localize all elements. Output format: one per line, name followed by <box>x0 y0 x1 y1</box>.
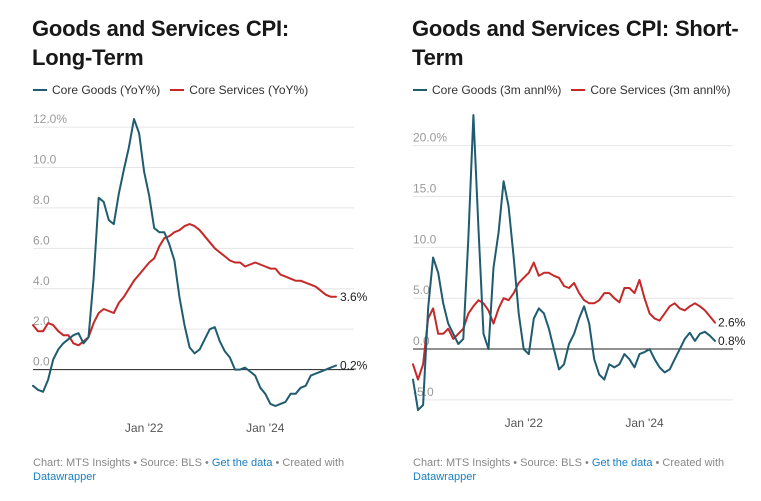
legend: Core Goods (3m annl%) Core Services (3m … <box>413 83 740 97</box>
chart-panel-long-term: Goods and Services CPI: Long-Term Core G… <box>0 0 368 501</box>
x-tick-label: Jan '24 <box>246 421 285 435</box>
y-tick-label: 10.0 <box>413 232 437 246</box>
legend-swatch-services <box>170 89 185 91</box>
y-tick-label: 6.0 <box>33 233 50 247</box>
legend-label: Core Goods (3m annl%) <box>432 83 562 97</box>
y-tick-label: 2.0 <box>33 314 50 328</box>
footer-credit: Chart: MTS Insights • Source: BLS • <box>33 457 212 469</box>
end-label-core-goods: 0.8% <box>718 334 746 348</box>
get-data-link[interactable]: Get the data <box>211 457 273 469</box>
legend-label: Core Services (YoY%) <box>189 83 309 97</box>
legend-item-goods: Core Goods (YoY%) <box>33 83 160 97</box>
chart-footer: Chart: MTS Insights • Source: BLS • Get … <box>413 456 733 484</box>
y-tick-label: 4.0 <box>33 274 50 288</box>
series-line-core-goods <box>412 114 716 412</box>
end-label-core-services: 2.6% <box>718 316 746 330</box>
chart-plot-short-term: -5.00.05.010.015.020.0%Jan '22 Jan '240.8… <box>412 114 746 430</box>
y-tick-label: 0.0 <box>33 355 50 369</box>
series-line-core-goods <box>32 118 337 407</box>
chart-title: Goods and Services CPI: Short-Term <box>412 16 739 70</box>
footer-credit: Chart: MTS Insights • Source: BLS • <box>413 457 592 469</box>
footer-created-with: • Created with <box>272 457 345 469</box>
datawrapper-link[interactable]: Datawrapper <box>33 471 96 483</box>
legend-item-services: Core Services (3m annl%) <box>571 83 730 97</box>
legend-swatch-goods <box>33 89 47 91</box>
legend-item-goods: Core Goods (3m annl%) <box>413 83 561 97</box>
y-tick-label: 20.0% <box>413 131 447 145</box>
legend: Core Goods (YoY%) Core Services (YoY%) <box>33 83 318 97</box>
x-tick-label: Jan '24 <box>625 416 664 430</box>
datawrapper-link[interactable]: Datawrapper <box>413 471 476 483</box>
get-data-link[interactable]: Get the data <box>591 457 653 469</box>
chart-title: Goods and Services CPI: Long-Term <box>32 16 290 70</box>
end-label-core-goods: 0.2% <box>340 359 368 373</box>
legend-swatch-goods <box>413 89 427 91</box>
legend-label: Core Goods (YoY%) <box>52 83 161 97</box>
y-tick-label: 12.0% <box>33 112 67 126</box>
chart-plot-long-term: 0.0 2.0 4.0 6.0 8.0 10.0 12.0% Jan '22 Jan '24 0.… <box>32 112 368 435</box>
x-tick-label: Jan '22 <box>505 416 544 430</box>
y-tick-label: 15.0 <box>413 181 437 195</box>
end-label-core-services: 3.6% <box>340 290 368 304</box>
footer-created-with: • Created with <box>652 457 725 469</box>
x-tick-label: Jan '22 <box>125 421 164 435</box>
chart-footer: Chart: MTS Insights • Source: BLS • Get … <box>33 456 353 484</box>
y-tick-label: 5.0 <box>413 283 430 297</box>
legend-label: Core Services (3m annl%) <box>590 83 731 97</box>
legend-item-services: Core Services (YoY%) <box>170 83 308 97</box>
y-tick-label: 8.0 <box>33 193 50 207</box>
chart-panel-short-term: Goods and Services CPI: Short-Term Core … <box>404 0 761 501</box>
y-tick-label: 10.0 <box>33 153 57 167</box>
legend-swatch-services <box>571 89 586 91</box>
